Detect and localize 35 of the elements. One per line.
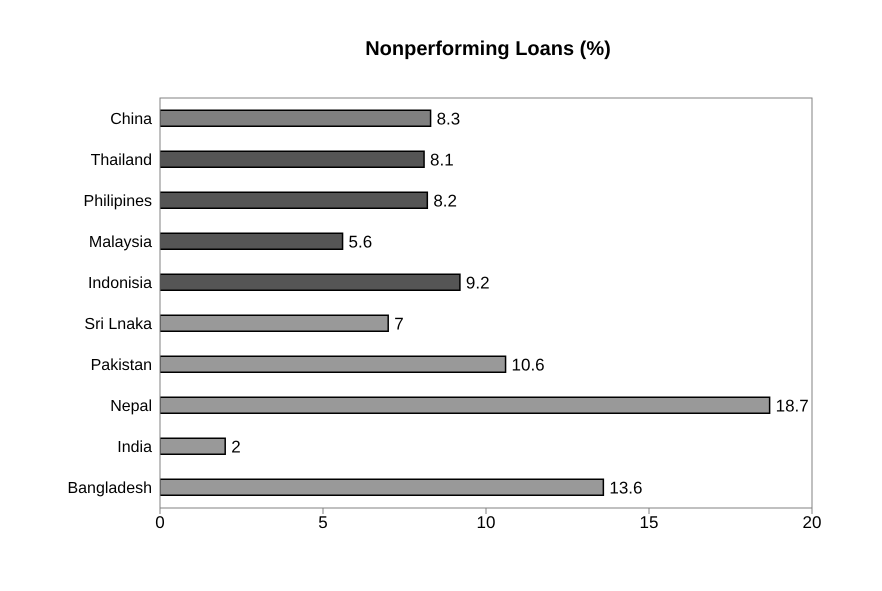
data-label: 8.1 (430, 150, 454, 170)
y-tick-label: India (117, 439, 152, 456)
data-label: 8.3 (436, 109, 460, 128)
y-tick-label: Indonisia (88, 275, 152, 292)
data-label: 5.6 (348, 232, 372, 252)
x-tick-label: 15 (640, 513, 658, 532)
bar (160, 478, 604, 496)
bar (160, 232, 344, 250)
y-tick-label: Pakistan (90, 357, 152, 374)
y-tick-label: Bangladesh (67, 480, 152, 498)
bar (160, 314, 389, 332)
data-label: 2 (231, 437, 241, 456)
bar (160, 396, 770, 414)
chart-title: Nonperforming Loans (%) (364, 38, 612, 61)
x-tick-label: 5 (318, 513, 328, 532)
y-tick-label: Malaysia (88, 234, 152, 252)
y-tick-label: Nepal (110, 398, 152, 416)
y-tick-label: Sri Lnaka (84, 316, 152, 334)
bar (160, 438, 226, 456)
data-label: 18.7 (776, 396, 809, 416)
data-label: 10.6 (512, 355, 545, 374)
y-tick-label: China (110, 111, 152, 128)
y-tick-label: Philipines (84, 193, 152, 210)
data-label: 13.6 (609, 478, 642, 498)
data-label: 7 (394, 314, 404, 334)
bar (160, 192, 428, 210)
data-label: 8.2 (433, 191, 457, 210)
bar (160, 356, 506, 374)
y-tick-label: Thailand (90, 152, 152, 170)
bar (160, 150, 425, 168)
bar (160, 274, 461, 292)
x-tick-label: 0 (155, 513, 165, 532)
data-label: 9.2 (466, 273, 490, 292)
x-tick-label: 10 (476, 513, 496, 532)
x-tick-label: 20 (802, 513, 822, 532)
